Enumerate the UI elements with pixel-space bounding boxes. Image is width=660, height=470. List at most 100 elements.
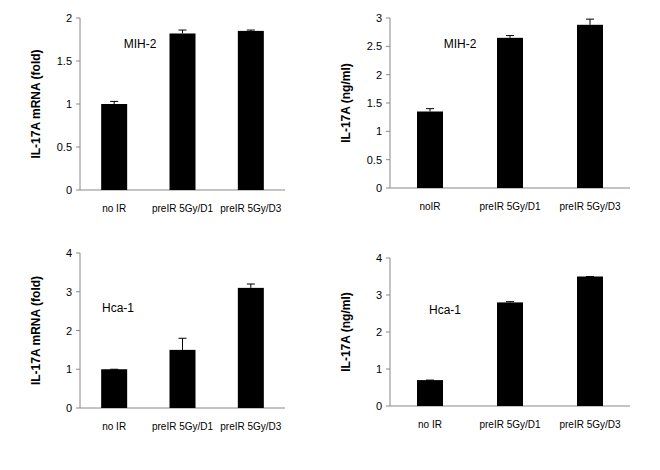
- error-stem: [590, 19, 591, 25]
- x-tick-label: preIR 5Gy/D3: [220, 203, 282, 214]
- error-stem: [182, 338, 183, 350]
- error-bar: [586, 276, 594, 277]
- error-bar: [179, 338, 187, 350]
- bar: [417, 380, 443, 406]
- y-tick: [76, 369, 80, 370]
- y-tick: [386, 46, 390, 47]
- x-tick-label: no IR: [102, 421, 126, 432]
- y-tick: [76, 104, 80, 105]
- y-tick-label: 0: [376, 182, 382, 194]
- y-axis-label: IL-17A mRNA (fold): [29, 49, 43, 158]
- bar: [417, 112, 443, 189]
- bar: [238, 288, 264, 408]
- x-tick-label: no IR: [418, 419, 442, 430]
- y-tick: [386, 159, 390, 160]
- y-tick-label: 4: [66, 247, 72, 259]
- panel: 01234IL-17A mRNA (fold)no IRpreIR 5Gy/D1…: [29, 247, 285, 432]
- error-bar: [426, 380, 434, 381]
- error-bar: [179, 30, 187, 33]
- error-bar: [110, 369, 118, 370]
- bar: [577, 277, 603, 407]
- bar: [497, 302, 523, 406]
- bar: [170, 33, 196, 190]
- y-tick-label: 1.5: [367, 97, 382, 109]
- panel: 01234IL-17A (ng/ml)no IRpreIR 5Gy/D1preI…: [339, 252, 630, 430]
- y-tick-label: 1: [376, 125, 382, 137]
- y-tick: [386, 74, 390, 75]
- y-tick: [76, 147, 80, 148]
- y-tick-label: 1: [66, 98, 72, 110]
- y-tick-label: 0.5: [367, 154, 382, 166]
- y-axis-label: IL-17A (ng/ml): [339, 63, 353, 143]
- panel-title: Hca-1: [102, 301, 134, 315]
- y-tick: [386, 295, 390, 296]
- x-tick-label: preIR 5Gy/D1: [152, 421, 214, 432]
- y-tick-label: 0: [66, 184, 72, 196]
- y-axis: [80, 18, 81, 190]
- y-tick: [76, 330, 80, 331]
- y-tick: [76, 18, 80, 19]
- y-tick: [76, 291, 80, 292]
- y-tick-label: 3: [376, 289, 382, 301]
- y-tick-label: 2: [376, 69, 382, 81]
- y-tick: [386, 332, 390, 333]
- error-stem: [250, 284, 251, 288]
- y-tick-label: 0.5: [57, 141, 72, 153]
- y-tick: [76, 61, 80, 62]
- error-cap: [506, 301, 514, 302]
- x-tick-label: preIR 5Gy/D3: [559, 419, 621, 430]
- y-axis: [80, 253, 81, 408]
- error-bar: [506, 36, 514, 38]
- y-tick-label: 0: [376, 400, 382, 412]
- panel: 0 0.5 1 1.5 2 2.5 3 IL-17A (ng/ml) noIR preIR 5Gy…: [339, 12, 630, 212]
- marks: [101, 284, 264, 408]
- error-bar: [247, 30, 255, 32]
- error-stem: [182, 30, 183, 33]
- bar: [101, 369, 127, 408]
- error-bar: [586, 19, 594, 25]
- error-cap: [426, 380, 434, 381]
- y-axis-label: IL-17A (ng/ml): [339, 292, 353, 372]
- error-cap: [110, 369, 118, 370]
- error-cap: [179, 30, 187, 31]
- error-cap: [179, 338, 187, 339]
- panel-title: MIH-2: [124, 37, 157, 51]
- y-tick-label: 2.5: [367, 40, 382, 52]
- x-tick-label: preIR 5Gy/D1: [479, 419, 541, 430]
- y-tick: [386, 131, 390, 132]
- error-cap: [110, 101, 118, 102]
- bar: [101, 104, 127, 190]
- panel: 00.511.52IL-17A mRNA (fold)no IRpreIR 5G…: [29, 12, 285, 214]
- y-axis-label: IL-17A mRNA (fold): [29, 276, 43, 385]
- error-cap: [426, 108, 434, 109]
- bar: [170, 350, 196, 408]
- y-tick-label: 0: [66, 402, 72, 414]
- bar: [497, 38, 523, 188]
- y-tick-label: 4: [376, 252, 382, 264]
- x-tick-label: preIR 5Gy/D1: [479, 201, 541, 212]
- error-cap: [586, 19, 594, 20]
- x-tick-label: preIR 5Gy/D1: [152, 203, 214, 214]
- error-bar: [426, 109, 434, 112]
- panel-title: MIH-2: [444, 37, 477, 51]
- error-bar: [247, 284, 255, 288]
- y-axis: [390, 18, 391, 188]
- y-tick-label: 2: [376, 326, 382, 338]
- panel-title: Hca-1: [429, 303, 461, 317]
- y-axis: [390, 258, 391, 406]
- x-tick-label: preIR 5Gy/D3: [559, 201, 621, 212]
- error-cap: [586, 276, 594, 277]
- bar: [238, 31, 264, 190]
- y-tick: [76, 408, 80, 409]
- x-tick-label: no IR: [102, 203, 126, 214]
- marks: [417, 19, 603, 188]
- marks: [101, 30, 264, 190]
- error-bar: [506, 301, 514, 303]
- x-tick-label: preIR 5Gy/D3: [220, 421, 282, 432]
- x-tick-label: noIR: [419, 201, 440, 212]
- y-tick: [76, 253, 80, 254]
- y-tick-label: 1: [66, 363, 72, 375]
- y-tick: [386, 103, 390, 104]
- y-tick-label: 3: [376, 12, 382, 24]
- error-cap: [247, 284, 255, 285]
